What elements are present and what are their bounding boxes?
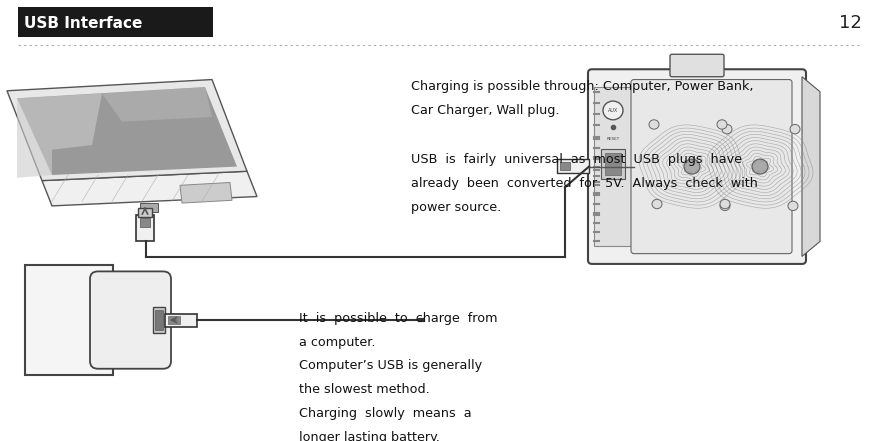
Text: a computer.: a computer. [299, 336, 376, 348]
FancyBboxPatch shape [136, 215, 154, 242]
Text: the slowest method.: the slowest method. [299, 383, 430, 396]
Polygon shape [17, 87, 237, 175]
FancyBboxPatch shape [670, 54, 724, 77]
Text: 12: 12 [839, 15, 862, 32]
FancyBboxPatch shape [557, 159, 589, 173]
Polygon shape [102, 87, 212, 122]
Text: USB Interface: USB Interface [24, 16, 142, 31]
FancyBboxPatch shape [165, 314, 197, 327]
Text: longer lasting battery.: longer lasting battery. [299, 431, 439, 441]
FancyBboxPatch shape [140, 218, 150, 228]
FancyBboxPatch shape [18, 7, 213, 37]
FancyBboxPatch shape [153, 307, 165, 333]
Circle shape [652, 199, 662, 209]
FancyBboxPatch shape [594, 87, 632, 246]
Circle shape [720, 199, 730, 209]
FancyBboxPatch shape [560, 162, 570, 170]
FancyBboxPatch shape [605, 153, 621, 175]
Text: AUX: AUX [608, 108, 618, 113]
Circle shape [722, 124, 732, 134]
Text: already  been  converted  for  5V.  Always  check  with: already been converted for 5V. Always ch… [411, 177, 758, 190]
FancyBboxPatch shape [601, 149, 625, 179]
FancyBboxPatch shape [90, 271, 171, 369]
Text: Charging is possible through: Computer, Power Bank,: Charging is possible through: Computer, … [411, 80, 753, 93]
Circle shape [603, 101, 623, 120]
Polygon shape [7, 79, 247, 181]
Circle shape [684, 159, 700, 174]
Circle shape [790, 124, 800, 134]
FancyBboxPatch shape [25, 265, 113, 375]
Polygon shape [180, 183, 232, 203]
Polygon shape [42, 171, 257, 206]
FancyBboxPatch shape [168, 316, 180, 324]
Text: It  is  possible  to  charge  from: It is possible to charge from [299, 312, 498, 325]
Circle shape [788, 201, 798, 210]
FancyBboxPatch shape [138, 208, 152, 217]
FancyBboxPatch shape [588, 69, 806, 264]
FancyBboxPatch shape [631, 79, 792, 254]
FancyBboxPatch shape [140, 203, 158, 213]
Circle shape [649, 120, 659, 129]
FancyBboxPatch shape [155, 310, 163, 330]
Polygon shape [802, 77, 820, 256]
Text: Car Charger, Wall plug.: Car Charger, Wall plug. [411, 105, 560, 117]
Circle shape [720, 201, 730, 210]
Text: Charging  slowly  means  a: Charging slowly means a [299, 407, 471, 420]
Text: power source.: power source. [411, 201, 501, 213]
Circle shape [752, 159, 768, 174]
Text: RESET: RESET [606, 137, 620, 141]
Text: Computer’s USB is generally: Computer’s USB is generally [299, 359, 482, 373]
Polygon shape [17, 93, 102, 178]
Circle shape [717, 120, 727, 129]
Text: USB  is  fairly  universal  as  most  USB  plugs  have: USB is fairly universal as most USB plug… [411, 153, 742, 166]
